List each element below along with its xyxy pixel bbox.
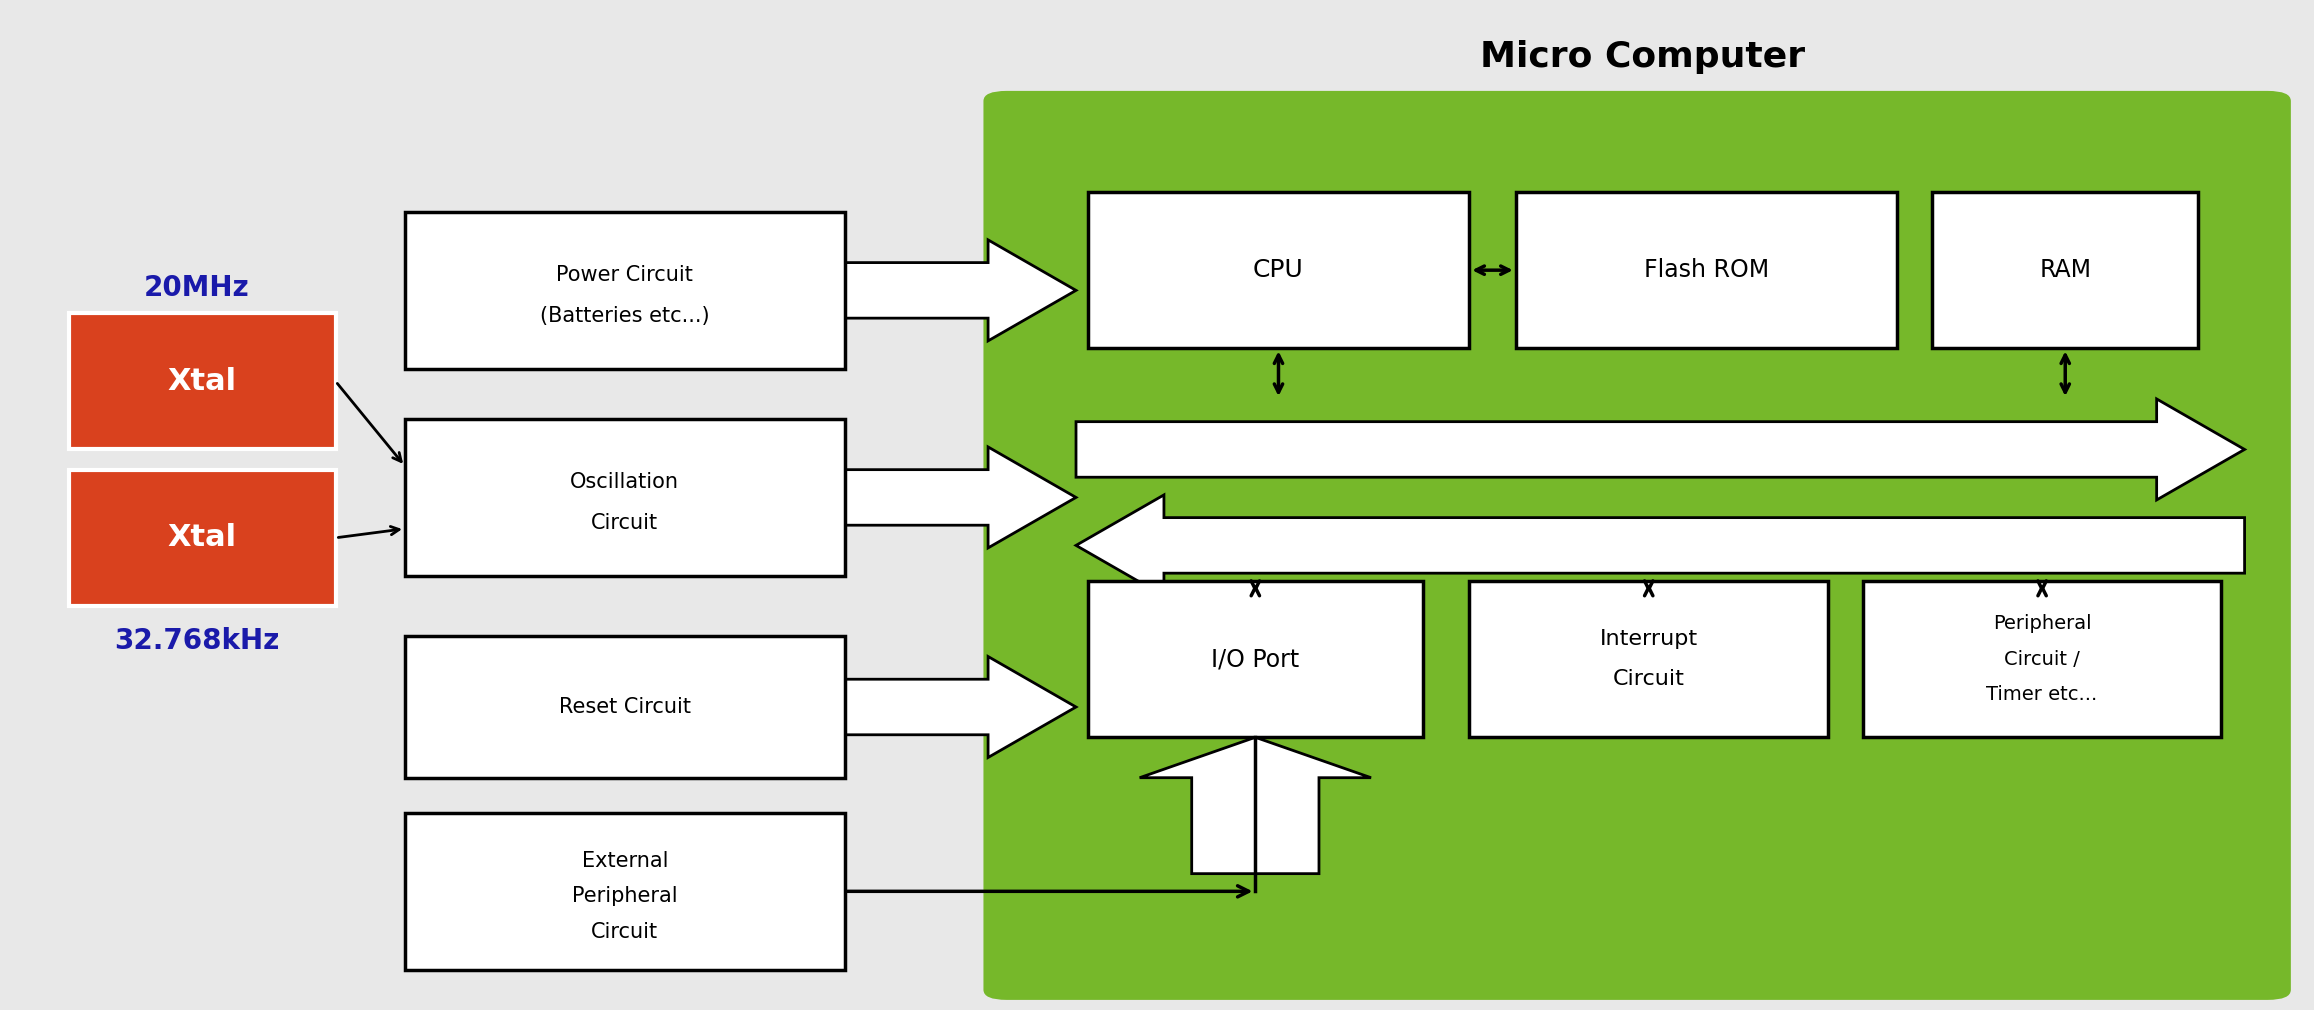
FancyBboxPatch shape: [405, 813, 845, 970]
Text: Peripheral: Peripheral: [1992, 614, 2092, 633]
Text: RAM: RAM: [2039, 259, 2092, 282]
Text: Peripheral: Peripheral: [572, 887, 678, 906]
Polygon shape: [845, 656, 1076, 758]
Text: Xtal: Xtal: [169, 523, 236, 552]
Polygon shape: [1076, 399, 2245, 500]
FancyBboxPatch shape: [69, 313, 336, 449]
FancyBboxPatch shape: [983, 91, 2291, 1000]
Text: Oscillation: Oscillation: [569, 473, 680, 492]
FancyBboxPatch shape: [69, 470, 336, 606]
Text: Circuit: Circuit: [590, 922, 659, 941]
FancyBboxPatch shape: [1088, 192, 1469, 348]
Text: Circuit: Circuit: [1613, 670, 1685, 689]
Polygon shape: [1076, 495, 2245, 596]
Polygon shape: [845, 446, 1076, 547]
Text: External: External: [581, 851, 669, 871]
FancyBboxPatch shape: [405, 419, 845, 576]
Text: Xtal: Xtal: [169, 367, 236, 396]
Text: Interrupt: Interrupt: [1599, 629, 1698, 648]
Text: 20MHz: 20MHz: [143, 274, 250, 302]
FancyBboxPatch shape: [405, 212, 845, 369]
Text: Flash ROM: Flash ROM: [1643, 259, 1770, 282]
Polygon shape: [845, 239, 1076, 341]
FancyBboxPatch shape: [1863, 581, 2221, 737]
Text: 32.768kHz: 32.768kHz: [113, 627, 280, 655]
FancyBboxPatch shape: [1516, 192, 1897, 348]
FancyBboxPatch shape: [1088, 581, 1423, 737]
Text: Circuit /: Circuit /: [2004, 649, 2080, 669]
Text: Timer etc...: Timer etc...: [1985, 685, 2099, 704]
FancyBboxPatch shape: [405, 636, 845, 778]
Text: Power Circuit: Power Circuit: [555, 266, 694, 285]
Text: (Batteries etc...): (Batteries etc...): [539, 306, 710, 325]
Text: Circuit: Circuit: [590, 513, 659, 532]
Text: Micro Computer: Micro Computer: [1481, 40, 1805, 75]
FancyBboxPatch shape: [1932, 192, 2198, 348]
Polygon shape: [1138, 737, 1370, 874]
Text: CPU: CPU: [1254, 259, 1303, 282]
Text: Reset Circuit: Reset Circuit: [558, 697, 692, 717]
FancyBboxPatch shape: [1469, 581, 1828, 737]
Text: I/O Port: I/O Port: [1210, 647, 1300, 671]
